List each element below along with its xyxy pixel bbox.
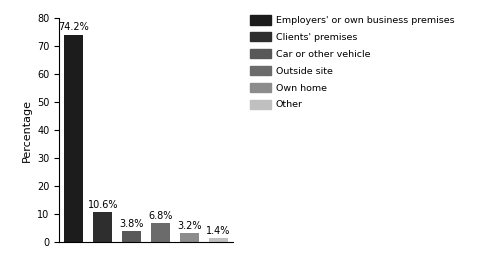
Bar — [151, 223, 170, 242]
Y-axis label: Percentage: Percentage — [22, 99, 32, 162]
Text: 10.6%: 10.6% — [88, 200, 118, 210]
Bar — [209, 238, 228, 242]
Text: 3.8%: 3.8% — [119, 219, 144, 229]
Bar — [122, 231, 141, 242]
Bar — [64, 35, 83, 242]
Text: 74.2%: 74.2% — [58, 22, 89, 32]
Text: 6.8%: 6.8% — [148, 211, 173, 221]
Bar — [94, 212, 112, 242]
Text: 3.2%: 3.2% — [177, 221, 201, 231]
Legend: Employers' or own business premises, Clients' premises, Car or other vehicle, Ou: Employers' or own business premises, Cli… — [248, 13, 457, 112]
Bar — [180, 233, 198, 242]
Text: 1.4%: 1.4% — [206, 226, 230, 236]
